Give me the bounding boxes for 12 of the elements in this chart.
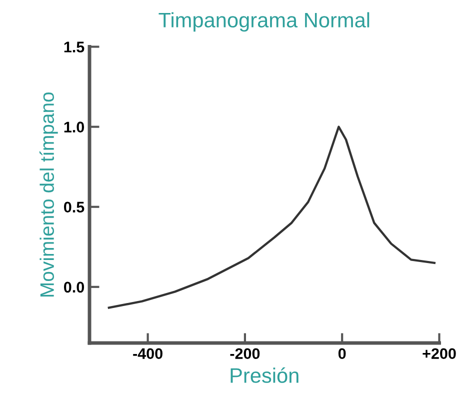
line-series — [108, 126, 436, 309]
y-tick-label: 0.5 — [64, 202, 84, 213]
y-tick-label: 1.5 — [64, 42, 84, 52]
chart-title: Timpanograma Normal — [158, 12, 370, 32]
x-tick-label: +200 — [422, 348, 456, 360]
y-axis-title: Movimiento del tímpano — [40, 92, 58, 296]
y-tick-label: 0.0 — [64, 282, 84, 293]
x-tick-label: -400 — [133, 348, 162, 360]
x-axis-title: Presión — [230, 367, 298, 383]
y-tick-label: 1.0 — [64, 122, 84, 132]
x-tick-label: -200 — [230, 348, 260, 360]
x-tick-label: 0 — [338, 348, 346, 360]
